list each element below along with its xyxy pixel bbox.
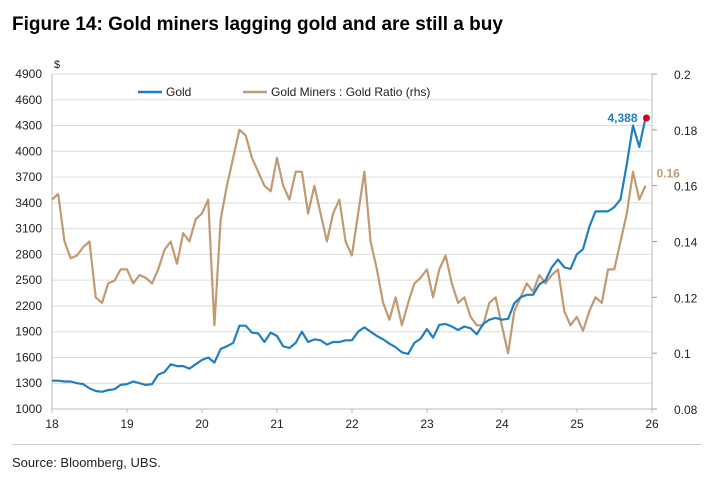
- x-tick-label: 19: [120, 417, 134, 431]
- y2-tick-label: 0.12: [674, 291, 698, 305]
- y-tick-label: 1600: [15, 350, 42, 364]
- gold-series-line: [52, 117, 647, 393]
- y-tick-label: 2200: [15, 299, 42, 313]
- x-tick-label: 22: [345, 417, 359, 431]
- legend-label: Gold Miners : Gold Ratio (rhs): [271, 85, 430, 99]
- y2-tick-label: 0.16: [674, 180, 698, 194]
- x-tick-label: 21: [270, 417, 284, 431]
- y-tick-label: 1300: [15, 376, 42, 390]
- x-tick-label: 18: [45, 417, 59, 431]
- x-tick-label: 23: [420, 417, 434, 431]
- x-tick-label: 25: [570, 417, 584, 431]
- x-tick-label: 20: [195, 417, 209, 431]
- x-tick-label: 26: [645, 417, 659, 431]
- source-note: Source: Bloomberg, UBS.: [12, 455, 161, 470]
- y-tick-label: 4600: [15, 93, 42, 107]
- legend-label: Gold: [166, 85, 191, 99]
- y-tick-label: 4300: [15, 119, 42, 133]
- x-tick-label: 24: [495, 417, 509, 431]
- y-tick-label: 1900: [15, 325, 42, 339]
- y-tick-label: 1000: [15, 402, 42, 416]
- y-tick-label: 3400: [15, 196, 42, 210]
- y2-tick-label: 0.18: [674, 124, 698, 138]
- ratio-series-line: [51, 128, 647, 355]
- y-tick-label: 2500: [15, 273, 42, 287]
- y-tick-label: 3700: [15, 170, 42, 184]
- y2-tick-label: 0.08: [674, 403, 698, 417]
- ratio-last-label: 0.16: [657, 167, 681, 181]
- chart: 1000 1300 1600 1900 2200 2500 2800 3100 3400 3700…: [15, 59, 698, 431]
- y2-tick-label: 0.14: [674, 236, 698, 250]
- divider: [12, 444, 702, 445]
- y-axis-unit: $: [54, 59, 60, 71]
- y2-tick-label: 0.2: [674, 68, 691, 82]
- y2-tick-label: 0.1: [674, 347, 691, 361]
- gold-last-label: 4,388: [607, 111, 637, 125]
- chart-title: Figure 14: Gold miners lagging gold and …: [12, 14, 503, 35]
- y-tick-label: 4900: [15, 67, 42, 81]
- y-tick-label: 4000: [15, 144, 42, 158]
- gold-last-marker: [643, 114, 651, 122]
- y-tick-label: 3100: [15, 222, 42, 236]
- y-tick-label: 2800: [15, 247, 42, 261]
